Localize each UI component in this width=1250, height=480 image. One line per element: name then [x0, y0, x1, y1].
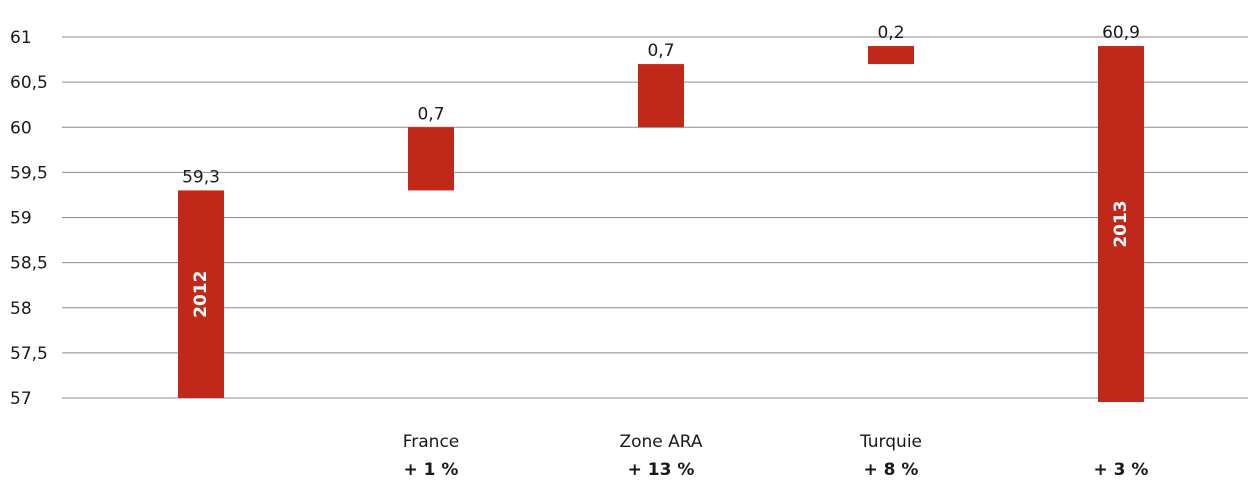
- y-tick-label: 57: [10, 389, 32, 409]
- data-label-france: 0,7: [417, 104, 444, 124]
- y-tick-label: 61: [10, 28, 32, 48]
- bars: [178, 46, 1144, 403]
- y-tick-label: 57,5: [10, 344, 48, 364]
- bar-2012: [178, 190, 224, 398]
- category-labels: France + 1 % Zone ARA + 13 % Turquie + 8 % + 3…: [403, 432, 1149, 480]
- y-tick-label: 60: [10, 118, 32, 138]
- y-tick-label: 59,5: [10, 163, 48, 183]
- data-label-zone-ara: 0,7: [647, 41, 674, 61]
- bar-zone-ara: [638, 64, 684, 128]
- bar-turquie: [868, 46, 914, 65]
- data-label-turquie: 0,2: [877, 23, 904, 43]
- data-label-2012: 59,3: [182, 167, 220, 187]
- y-tick-label: 58,5: [10, 254, 48, 274]
- bar-labels: 59,3 2012 0,7 0,7 0,2 60,9 2013: [182, 23, 1140, 318]
- category-label-zone-ara: Zone ARA: [619, 432, 702, 452]
- gridlines: [62, 36, 1248, 399]
- y-axis-ticks: 57 57,5 58 58,5 59 59,5 60 60,5 61: [10, 28, 48, 409]
- category-label-turquie: Turquie: [859, 432, 922, 452]
- category-label-france: France: [403, 432, 460, 452]
- bar-france: [408, 127, 454, 191]
- growth-label-2013: + 3 %: [1094, 460, 1149, 480]
- y-tick-label: 59: [10, 209, 32, 229]
- data-label-2013: 60,9: [1102, 23, 1140, 43]
- bar-inner-label-2012: 2012: [191, 271, 211, 318]
- bar-inner-label-2013: 2013: [1111, 200, 1131, 247]
- growth-label-zone-ara: + 13 %: [628, 460, 695, 480]
- growth-label-turquie: + 8 %: [864, 460, 919, 480]
- y-tick-label: 58: [10, 299, 32, 319]
- growth-label-france: + 1 %: [404, 460, 459, 480]
- y-tick-label: 60,5: [10, 73, 48, 93]
- bar-2013: [1098, 46, 1144, 403]
